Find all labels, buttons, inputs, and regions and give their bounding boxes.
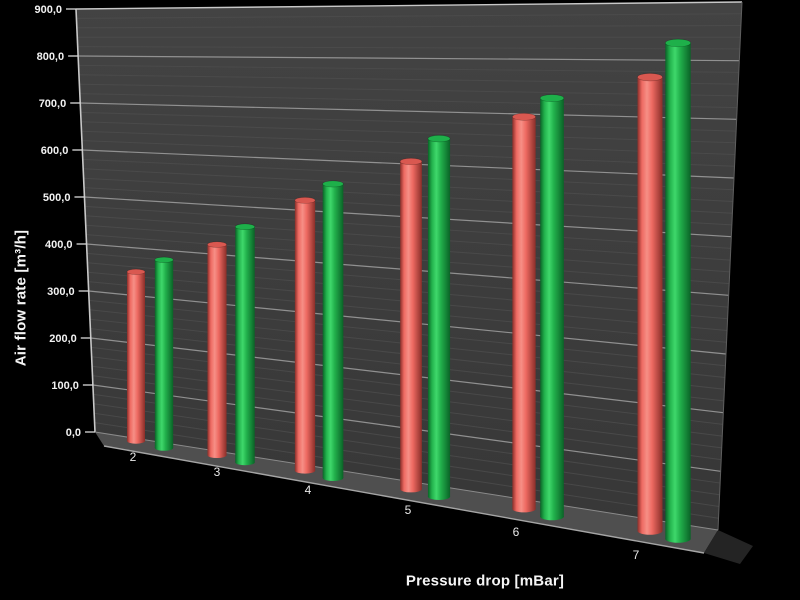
bar-red-cat5-body xyxy=(400,161,422,490)
bar-green-cat7-body xyxy=(665,42,691,539)
gridline-major xyxy=(80,102,737,120)
bar-red-cat2-top xyxy=(126,268,146,275)
y-tick-label: 700,0 xyxy=(39,98,67,110)
gridline-minor xyxy=(81,140,735,167)
x-category-label: 3 xyxy=(214,465,221,479)
bar-green-cat5-top xyxy=(427,135,451,143)
gridline-minor xyxy=(78,74,739,85)
bar-green-cat6-body xyxy=(540,98,564,517)
gridline-minor xyxy=(79,93,738,109)
y-tick-label: 300,0 xyxy=(47,286,75,298)
bar-red-cat2-body xyxy=(127,271,145,441)
y-tick-label: 600,0 xyxy=(41,145,69,157)
y-tick-label: 800,0 xyxy=(37,51,65,63)
bar-red-cat4-body xyxy=(294,200,316,471)
wall-top-edge xyxy=(75,1,743,10)
bar-green-cat2-top xyxy=(154,256,174,263)
x-category-label: 6 xyxy=(513,525,520,539)
y-tick-label: 0,0 xyxy=(66,427,81,439)
floor-front-edge xyxy=(103,445,705,554)
wall-left-edge xyxy=(75,8,96,433)
x-category-label: 5 xyxy=(405,503,412,517)
gridline-minor xyxy=(79,83,738,97)
bar-red-cat3-body xyxy=(207,244,227,456)
bar-green-cat4-body xyxy=(322,183,344,478)
y-tick-label: 900,0 xyxy=(34,4,62,16)
bar-green-cat3-body xyxy=(235,226,255,463)
bar-red-cat7-body xyxy=(637,77,663,532)
x-axis-title: Pressure drop [mBar] xyxy=(405,572,565,590)
gridline-minor xyxy=(76,13,742,19)
bar-red-cat4-top xyxy=(294,196,316,204)
bar-green-cat4-top xyxy=(322,180,344,188)
gridline-minor xyxy=(78,64,739,73)
y-axis-title: Air flow rate [m³/h] xyxy=(12,229,30,367)
y-tick-label: 400,0 xyxy=(45,239,73,251)
x-category-label: 2 xyxy=(130,450,137,464)
y-tick-label: 100,0 xyxy=(51,380,79,392)
bar-red-cat7-top xyxy=(637,73,663,82)
gridline-minor xyxy=(81,121,736,144)
chart-floor-side-face xyxy=(704,530,753,564)
gridline-minor xyxy=(80,111,737,132)
bar-red-cat6-top xyxy=(512,112,536,121)
wall-right-edge xyxy=(717,1,743,531)
gridline-minor xyxy=(77,46,740,50)
x-category-label: 4 xyxy=(305,483,312,497)
y-tick-label: 200,0 xyxy=(49,333,77,345)
bar-green-cat6-top xyxy=(539,94,565,102)
bar-red-cat3-top xyxy=(207,241,227,248)
gridline-major xyxy=(78,55,740,62)
gridline-minor xyxy=(76,24,741,29)
bar-green-cat5-body xyxy=(427,138,451,497)
bar-green-cat2-body xyxy=(154,259,174,448)
bar-red-cat5-top xyxy=(399,157,423,166)
x-category-label: 7 xyxy=(633,548,640,562)
bar-green-cat3-top xyxy=(234,223,256,231)
bar-green-cat7-top xyxy=(665,38,691,48)
gridline-minor xyxy=(81,130,736,156)
y-tick-label: 500,0 xyxy=(43,192,71,204)
bar-red-cat6-body xyxy=(512,116,536,509)
